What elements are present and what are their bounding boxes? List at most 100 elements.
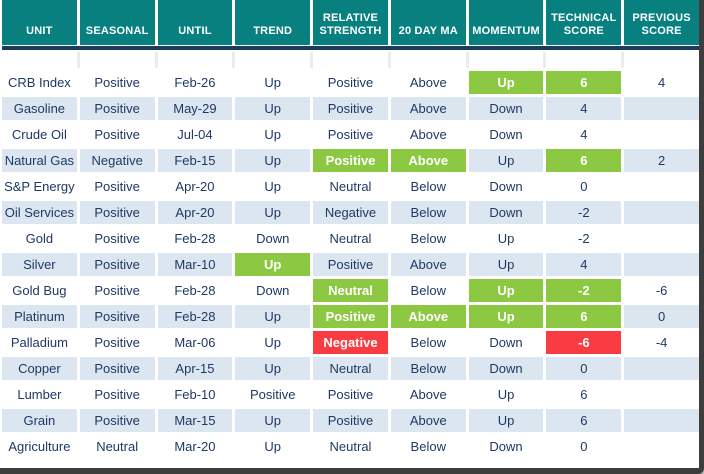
cell-gold-bug-unit: Gold Bug (2, 279, 77, 302)
cell-natural-gas-20-day-ma: Above (390, 149, 466, 172)
cell-platinum-relative-strength: Positive (313, 305, 388, 328)
cell-s-p-energy-technical-score: 0 (546, 175, 622, 198)
spacer-cell (79, 52, 155, 68)
cell-copper-momentum: Down (468, 357, 544, 380)
cell-natural-gas-until: Feb-15 (157, 149, 233, 172)
cell-gold-bug-momentum: Up (468, 279, 544, 302)
cell-gold-bug-previous-score: -6 (624, 279, 699, 302)
cell-crb-index-relative-strength: Positive (313, 71, 388, 94)
cell-grain-20-day-ma: Above (390, 409, 466, 432)
cell-platinum-trend: Up (235, 305, 311, 328)
cell-copper-unit: Copper (2, 357, 77, 380)
table-body: CRB Index Positive Feb-26 Up Positive Above Up… (2, 71, 699, 458)
cell-natural-gas-trend: Up (235, 149, 311, 172)
table-row-gasoline: Gasoline Positive May-29 Up Positive Above Dow… (2, 97, 699, 120)
cell-agriculture-seasonal: Neutral (79, 435, 155, 458)
column-header-momentum: MOMENTUM (468, 0, 544, 45)
table-row-grain: Grain Positive Mar-15 Up Positive Above Up 6 (2, 409, 699, 432)
cell-s-p-energy-momentum: Down (468, 175, 544, 198)
cell-s-p-energy-unit: S&P Energy (2, 175, 77, 198)
cell-oil-services-trend: Up (235, 201, 311, 224)
cell-platinum-previous-score: 0 (624, 305, 699, 328)
cell-crude-oil-trend: Up (235, 123, 311, 146)
cell-gasoline-seasonal: Positive (79, 97, 155, 120)
cell-palladium-20-day-ma: Below (390, 331, 466, 354)
cell-lumber-trend: Positive (235, 383, 311, 406)
cell-lumber-technical-score: 6 (546, 383, 622, 406)
cell-gasoline-momentum: Down (468, 97, 544, 120)
cell-platinum-seasonal: Positive (79, 305, 155, 328)
table-row-lumber: Lumber Positive Feb-10 Positive Positive Abov… (2, 383, 699, 406)
table-row-gold: Gold Positive Feb-28 Down Neutral Below Up -2 (2, 227, 699, 250)
cell-crb-index-momentum: Up (468, 71, 544, 94)
cell-lumber-20-day-ma: Above (390, 383, 466, 406)
cell-platinum-technical-score: 6 (546, 305, 622, 328)
column-header-technical-score: TECHNICAL SCORE (546, 0, 622, 45)
header-divider-line (2, 46, 699, 50)
cell-palladium-technical-score: -6 (546, 331, 622, 354)
cell-crb-index-seasonal: Positive (79, 71, 155, 94)
cell-gasoline-relative-strength: Positive (313, 97, 388, 120)
cell-gold-bug-20-day-ma: Below (390, 279, 466, 302)
cell-gold-until: Feb-28 (157, 227, 233, 250)
cell-lumber-previous-score (624, 383, 699, 406)
cell-silver-20-day-ma: Above (390, 253, 466, 276)
spacer-cell (624, 52, 699, 68)
table-row-copper: Copper Positive Apr-15 Up Neutral Below Down 0 (2, 357, 699, 380)
cell-gold-bug-relative-strength: Neutral (313, 279, 388, 302)
cell-palladium-relative-strength: Negative (313, 331, 388, 354)
cell-lumber-momentum: Up (468, 383, 544, 406)
cell-crb-index-technical-score: 6 (546, 71, 622, 94)
cell-gold-technical-score: -2 (546, 227, 622, 250)
table-row-agriculture: Agriculture Neutral Mar-20 Up Neutral Below Do… (2, 435, 699, 458)
cell-oil-services-until: Apr-20 (157, 201, 233, 224)
table-row-s-p-energy: S&P Energy Positive Apr-20 Up Neutral Below Do… (2, 175, 699, 198)
spacer-cell (2, 52, 77, 68)
spacer-row (2, 52, 699, 68)
spacer-cell (468, 52, 544, 68)
cell-natural-gas-seasonal: Negative (79, 149, 155, 172)
cell-crude-oil-seasonal: Positive (79, 123, 155, 146)
table-row-natural-gas: Natural Gas Negative Feb-15 Up Positive Above… (2, 149, 699, 172)
spacer-cell (235, 52, 311, 68)
cell-platinum-momentum: Up (468, 305, 544, 328)
cell-agriculture-until: Mar-20 (157, 435, 233, 458)
cell-gasoline-until: May-29 (157, 97, 233, 120)
cell-gold-bug-trend: Down (235, 279, 311, 302)
cell-s-p-energy-previous-score (624, 175, 699, 198)
cell-agriculture-technical-score: 0 (546, 435, 622, 458)
cell-gold-unit: Gold (2, 227, 77, 250)
cell-oil-services-20-day-ma: Below (390, 201, 466, 224)
cell-copper-trend: Up (235, 357, 311, 380)
cell-platinum-unit: Platinum (2, 305, 77, 328)
cell-palladium-previous-score: -4 (624, 331, 699, 354)
cell-silver-seasonal: Positive (79, 253, 155, 276)
cell-gasoline-previous-score (624, 97, 699, 120)
table-row-silver: Silver Positive Mar-10 Up Positive Above Up 4 (2, 253, 699, 276)
cell-lumber-until: Feb-10 (157, 383, 233, 406)
cell-crb-index-previous-score: 4 (624, 71, 699, 94)
cell-gold-bug-seasonal: Positive (79, 279, 155, 302)
cell-oil-services-unit: Oil Services (2, 201, 77, 224)
cell-silver-until: Mar-10 (157, 253, 233, 276)
cell-s-p-energy-relative-strength: Neutral (313, 175, 388, 198)
cell-gasoline-trend: Up (235, 97, 311, 120)
cell-grain-technical-score: 6 (546, 409, 622, 432)
cell-grain-previous-score (624, 409, 699, 432)
cell-oil-services-relative-strength: Negative (313, 201, 388, 224)
cell-crude-oil-relative-strength: Positive (313, 123, 388, 146)
cell-agriculture-momentum: Down (468, 435, 544, 458)
cell-palladium-unit: Palladium (2, 331, 77, 354)
cell-crb-index-until: Feb-26 (157, 71, 233, 94)
cell-lumber-relative-strength: Positive (313, 383, 388, 406)
table-header-row: UNIT SEASONAL UNTIL TREND RELATIVE STRENGTH 2… (2, 0, 699, 45)
column-header-trend: TREND (235, 0, 311, 45)
cell-gasoline-20-day-ma: Above (390, 97, 466, 120)
cell-crb-index-unit: CRB Index (2, 71, 77, 94)
cell-gold-previous-score (624, 227, 699, 250)
cell-gasoline-technical-score: 4 (546, 97, 622, 120)
column-header-seasonal: SEASONAL (79, 0, 155, 45)
cell-gold-bug-until: Feb-28 (157, 279, 233, 302)
cell-gold-seasonal: Positive (79, 227, 155, 250)
cell-silver-unit: Silver (2, 253, 77, 276)
